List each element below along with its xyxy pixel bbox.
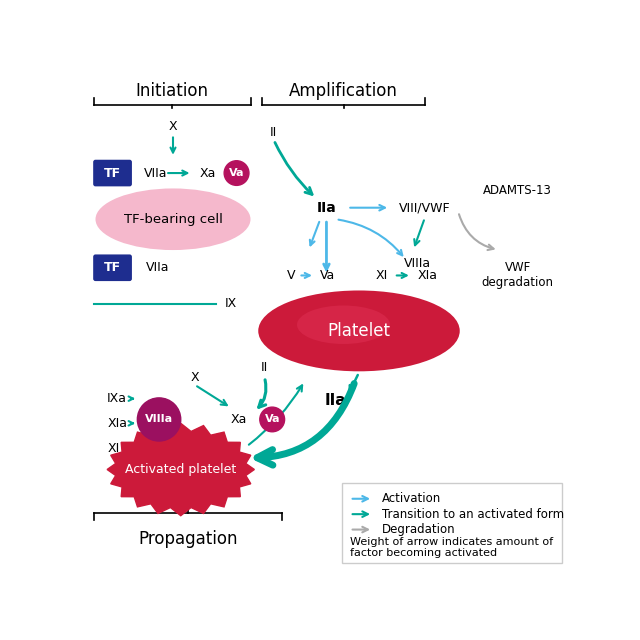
Text: VIIa: VIIa xyxy=(146,261,170,275)
Text: V: V xyxy=(287,269,295,282)
FancyBboxPatch shape xyxy=(93,255,132,281)
FancyBboxPatch shape xyxy=(93,160,132,186)
Text: ADAMTS-13: ADAMTS-13 xyxy=(483,184,552,197)
Text: Va: Va xyxy=(229,168,244,178)
Text: VIIa: VIIa xyxy=(143,166,167,180)
Text: Va: Va xyxy=(264,415,280,424)
Text: XIa: XIa xyxy=(417,269,437,282)
Text: Platelet: Platelet xyxy=(328,322,390,340)
Text: Activated platelet: Activated platelet xyxy=(125,463,236,476)
Text: VIIIa: VIIIa xyxy=(404,257,431,269)
Ellipse shape xyxy=(259,291,460,371)
Text: Weight of arrow indicates amount of: Weight of arrow indicates amount of xyxy=(349,537,553,547)
Circle shape xyxy=(138,398,180,441)
Text: Degradation: Degradation xyxy=(382,523,456,536)
Text: TF-bearing cell: TF-bearing cell xyxy=(124,212,223,226)
Text: Va: Va xyxy=(321,269,335,282)
Text: II: II xyxy=(270,125,277,139)
Text: TF: TF xyxy=(104,166,121,180)
Circle shape xyxy=(224,161,249,186)
Ellipse shape xyxy=(95,188,250,250)
Text: Amplification: Amplification xyxy=(289,82,398,100)
Text: X: X xyxy=(169,120,177,133)
Text: II: II xyxy=(261,362,268,374)
Text: IX: IX xyxy=(225,298,237,310)
Text: Transition to an activated form: Transition to an activated form xyxy=(382,508,564,521)
Text: VIIIa: VIIIa xyxy=(145,415,173,424)
Text: XI: XI xyxy=(376,269,388,282)
Text: TF: TF xyxy=(104,261,121,275)
Text: VIII/VWF: VIII/VWF xyxy=(399,201,451,214)
Ellipse shape xyxy=(297,305,390,344)
Circle shape xyxy=(260,407,285,432)
Text: IXa: IXa xyxy=(107,392,127,405)
FancyBboxPatch shape xyxy=(342,483,562,563)
Text: Xa: Xa xyxy=(230,413,247,426)
Polygon shape xyxy=(107,423,254,516)
Text: Activation: Activation xyxy=(382,492,442,505)
Text: Propagation: Propagation xyxy=(138,530,237,548)
Text: X: X xyxy=(190,371,199,383)
Text: XIa: XIa xyxy=(107,417,127,430)
Text: IIa: IIa xyxy=(317,201,337,214)
Text: Initiation: Initiation xyxy=(136,82,209,100)
Text: XI: XI xyxy=(107,442,120,455)
Text: IIa: IIa xyxy=(325,393,347,408)
Text: factor becoming activated: factor becoming activated xyxy=(349,548,497,557)
Text: Xa: Xa xyxy=(200,166,216,180)
Text: VWF
degradation: VWF degradation xyxy=(482,262,554,289)
